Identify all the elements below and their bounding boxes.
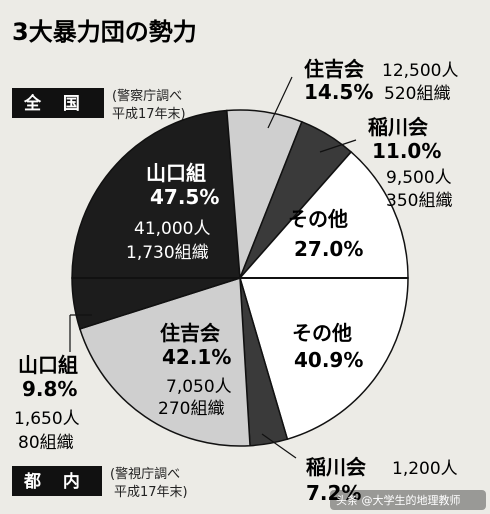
others-top-name: その他 [288,207,348,231]
sumiyoshi-top-leader [267,76,293,129]
nationwide-pie [71,109,409,279]
nationwide-label: 全 国 [23,93,88,114]
yamaguchi-bottom-percent: 9.8% [22,377,77,401]
yamaguchi-top-percent: 47.5% [150,185,219,209]
watermark-bg [330,490,486,510]
others-top-percent: 27.0% [294,237,363,261]
tokyo-source-line-1: (警視庁調べ [110,466,180,482]
yamaguchi-bottom-members: 1,650人 [14,409,80,429]
watermark-text: 头条 @大学生的地理教师 [336,493,461,507]
sumiyoshi-top-percent: 14.5% [304,80,373,104]
tokyo-pie [71,276,409,447]
sumiyoshi-top-name: 住吉会 [304,57,364,81]
sumiyoshi-bottom-percent: 42.1% [162,345,231,369]
sumiyoshi-top-groups: 520組織 [384,84,450,104]
others-bottom-name: その他 [292,321,352,345]
sumiyoshi-bottom-members: 7,050人 [166,377,232,397]
nationwide-band [12,88,104,118]
tokyo-source-line-2: 平成17年末) [114,485,188,500]
nationwide-source-line-1: (警察庁調べ [112,88,182,104]
sumiyoshi-bottom-groups: 270組織 [158,399,224,419]
others-bottom-percent: 40.9% [294,348,363,372]
inagawa-bottom-percent: 7.2% [306,481,361,505]
yamaguchi-top-groups: 1,730組織 [126,243,209,263]
yamaguchi-bottom-name: 山口組 [18,353,78,377]
tokyo-slice-others [238,277,409,441]
yamaguchi-bottom-groups: 80組織 [18,433,74,453]
nationwide-slice-others [238,150,409,279]
sumiyoshi-bottom-name: 住吉会 [160,321,220,345]
inagawa-bottom-leader [261,433,297,459]
yamaguchi-top-name: 山口組 [146,161,206,185]
tokyo-label: 都 内 [23,471,88,492]
inagawa-top-percent: 11.0% [372,139,441,163]
inagawa-bottom-name: 稲川会 [306,455,366,479]
sumiyoshi-top-members: 12,500人 [382,61,458,81]
tokyo-band [12,466,102,496]
inagawa-top-members: 9,500人 [386,168,452,188]
inagawa-bottom-members: 1,200人 [392,459,458,479]
yamaguchi-top-members: 41,000人 [134,219,210,239]
inagawa-top-groups: 350組織 [386,191,452,211]
nationwide-source-line-2: 平成17年末) [112,107,186,122]
tokyo-slice-sumiyoshi [78,276,251,447]
inagawa-top-name: 稲川会 [368,115,428,139]
inagawa-top-leader [319,139,357,153]
chart-title: 3大暴力団の勢力 [12,18,197,46]
nationwide-slice-yamaguchi [71,109,241,279]
